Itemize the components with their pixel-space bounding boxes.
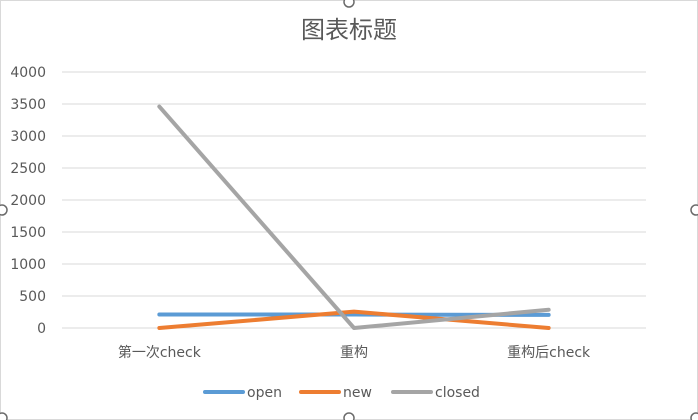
resize-handle-left[interactable] <box>0 204 8 216</box>
y-axis-ticks: 0 500 1000 1500 2000 2500 3000 3500 4000 <box>10 65 46 337</box>
resize-handle-right[interactable] <box>690 204 698 216</box>
resize-handle-bottom-left[interactable] <box>0 412 8 420</box>
y-tick-label: 3000 <box>10 129 46 145</box>
legend-label-open[interactable]: open <box>247 385 282 401</box>
resize-handle-bottom[interactable] <box>343 412 355 420</box>
y-tick-label: 500 <box>19 289 46 305</box>
legend[interactable]: open new closed <box>203 385 480 401</box>
series-lines[interactable] <box>157 104 551 330</box>
y-tick-label: 4000 <box>10 65 46 81</box>
resize-handle-top[interactable] <box>343 0 355 8</box>
series-line-closed[interactable] <box>157 104 551 330</box>
chart-title: 图表标题 <box>301 16 397 44</box>
resize-handle-bottom-right[interactable] <box>690 412 698 420</box>
y-tick-label: 1500 <box>10 225 46 241</box>
y-tick-label: 2500 <box>10 161 46 177</box>
y-tick-label: 0 <box>37 321 46 337</box>
x-tick-label: 第一次check <box>118 344 202 361</box>
x-tick-label: 重构后check <box>507 345 591 361</box>
legend-label-new[interactable]: new <box>343 385 372 401</box>
series-line-new[interactable] <box>157 309 551 330</box>
y-tick-label: 1000 <box>10 257 46 273</box>
x-tick-label: 重构 <box>340 345 368 361</box>
x-axis-ticks: 第一次check 重构 重构后check <box>118 344 591 361</box>
y-tick-label: 2000 <box>10 193 46 209</box>
legend-label-closed[interactable]: closed <box>435 385 480 401</box>
y-tick-label: 3500 <box>10 97 46 113</box>
